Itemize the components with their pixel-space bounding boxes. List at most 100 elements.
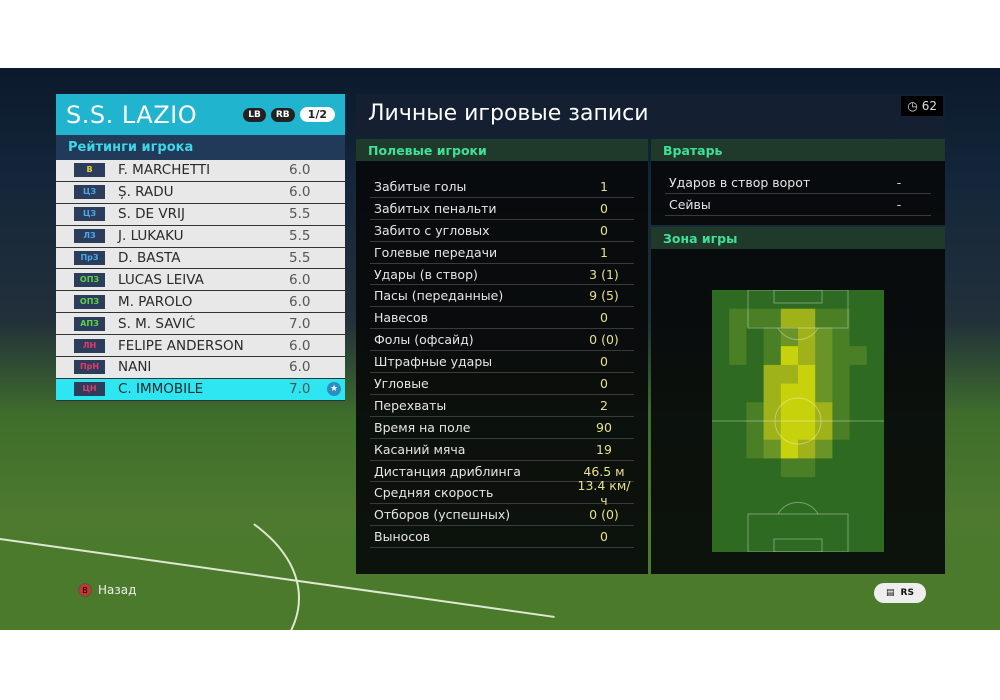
heatmap-cell <box>849 458 868 478</box>
rb-button[interactable]: RB <box>270 107 295 122</box>
player-row[interactable]: ПрЗ D. BASTA 5.5 <box>56 247 345 270</box>
heatmap-cell <box>832 327 851 347</box>
heatmap-cell <box>712 402 730 422</box>
heatmap-cell <box>798 421 816 441</box>
stat-value: - <box>896 174 902 190</box>
player-name: FELIPE ANDERSON <box>118 337 244 354</box>
stat-row: Навесов 0 <box>370 307 634 330</box>
heatmap-cell <box>746 439 765 459</box>
back-button[interactable]: B Назад <box>78 583 136 597</box>
player-name: NANI <box>118 359 152 376</box>
heatmap-cell <box>832 458 851 478</box>
heatmap-cell <box>849 383 868 403</box>
heatmap-cell <box>832 514 851 534</box>
heatmap-cell <box>866 458 884 478</box>
player-row[interactable]: ЦЗ S. DE VRIJ 5.5 <box>56 203 345 226</box>
stat-label: Средняя скорость <box>374 485 494 501</box>
heatmap-cell <box>849 533 868 552</box>
heatmap-cell <box>746 514 765 534</box>
heatmap-cell <box>729 421 747 441</box>
heatmap-cell <box>798 514 816 534</box>
heatmap-cell <box>763 421 782 441</box>
player-row[interactable]: ЛН FELIPE ANDERSON 6.0 <box>56 335 345 358</box>
heatmap-cell <box>866 533 884 552</box>
heatmap-cell <box>780 308 799 328</box>
heatmap-cell <box>712 514 730 534</box>
heatmap-cell <box>763 346 782 366</box>
player-row[interactable]: ЦН C. IMMOBILE 7.0 ★ <box>56 378 345 401</box>
player-rating: 5.5 <box>289 206 311 223</box>
field-player-stats: Полевые игроки Забитые голы 1 Забитых пена… <box>356 139 648 574</box>
stat-label: Дистанция дриблинга <box>374 463 521 479</box>
stat-label: Штрафные удары <box>374 354 493 370</box>
heatmap-cell <box>849 477 868 497</box>
heatmap-cell <box>798 458 816 478</box>
pitch-marking <box>777 501 819 515</box>
heatmap-cell <box>815 346 833 366</box>
heatmap-cell <box>849 346 868 366</box>
player-row[interactable]: ЛЗ J. LUKAKU 5.5 <box>56 225 345 248</box>
heatmap-cell <box>798 308 816 328</box>
heatmap-cell <box>849 421 868 441</box>
player-row[interactable]: ОПЗ M. PAROLO 6.0 <box>56 291 345 314</box>
stat-row: Ударов в створ ворот - <box>665 172 931 194</box>
heatmap-cell <box>746 346 765 366</box>
player-ratings-panel: S.S. LAZIO LB RB 1/2 Рейтинги игрока В F.… <box>56 94 345 401</box>
player-row[interactable]: ПрН NANI 6.0 <box>56 357 345 379</box>
stat-row: Удары (в створ) 3 (1) <box>370 264 634 286</box>
stat-label: Ударов в створ ворот <box>669 174 811 190</box>
heatmap-cell <box>729 458 747 478</box>
heatmap-cell <box>763 477 782 497</box>
stat-value: 13.4 км/ч <box>577 477 631 508</box>
stat-row: Сейвы - <box>665 194 931 216</box>
stat-row: Угловые 0 <box>370 373 634 395</box>
player-row[interactable]: В F. MARCHETTI 6.0 <box>56 160 345 182</box>
player-rating: 7.0 <box>289 315 311 332</box>
player-name: Ș. RADU <box>118 184 174 201</box>
heatmap-cell <box>798 383 816 403</box>
heatmap-cell <box>832 421 851 441</box>
player-rating: 5.5 <box>289 250 311 266</box>
heatmap-cell <box>712 477 730 497</box>
stat-label: Фолы (офсайд) <box>374 332 474 348</box>
heatmap-cell <box>746 364 765 385</box>
player-row[interactable]: ОПЗ LUCAS LEIVA 6.0 <box>56 269 345 292</box>
stat-value: 1 <box>600 244 608 260</box>
page-indicator: 1/2 <box>299 107 335 122</box>
player-rating: 7.0 <box>289 381 311 398</box>
rs-button[interactable]: ▤ RS <box>874 583 926 603</box>
heatmap-cell <box>832 533 851 552</box>
heatmap-cell <box>798 439 816 459</box>
stat-value: 3 (1) <box>589 266 619 282</box>
heatmap-cell <box>815 439 833 459</box>
player-row[interactable]: АПЗ S. M. SAVIĆ 7.0 <box>56 313 345 336</box>
stat-value: 90 <box>596 419 612 435</box>
heatmap-pitch <box>712 290 884 552</box>
heatmap-cell <box>798 327 816 347</box>
stat-value: 0 (0) <box>589 332 619 348</box>
heatmap-cell <box>849 308 868 328</box>
pitch-marking <box>777 327 819 341</box>
stat-row: Забито с угловых 0 <box>370 220 634 242</box>
position-badge: ЦЗ <box>74 207 105 222</box>
stat-value: 19 <box>596 441 612 457</box>
heatmap-cell <box>729 308 747 328</box>
heatmap-cell <box>712 383 730 403</box>
stat-value: 0 <box>600 310 608 326</box>
lb-button[interactable]: LB <box>243 107 266 122</box>
zone-title: Зона игры <box>651 227 945 249</box>
timer: ◷ 62 <box>901 96 943 116</box>
page-title: Личные игровые записи <box>368 101 649 126</box>
heatmap-cell <box>832 495 851 516</box>
player-row[interactable]: ЦЗ Ș. RADU 6.0 <box>56 181 345 204</box>
heatmap-cell <box>798 477 816 497</box>
heatmap-cell <box>712 290 730 310</box>
heatmap-cell <box>746 308 765 328</box>
star-icon: ★ <box>327 382 341 397</box>
position-badge: ЦЗ <box>74 185 105 200</box>
player-rating: 6.0 <box>289 271 311 288</box>
heatmap-cell <box>815 364 833 385</box>
player-list: В F. MARCHETTI 6.0 ЦЗ Ș. RADU 6.0 ЦЗ S. DE VRIJ… <box>56 160 345 401</box>
heatmap-cell <box>712 421 730 441</box>
player-name: F. MARCHETTI <box>118 162 211 179</box>
